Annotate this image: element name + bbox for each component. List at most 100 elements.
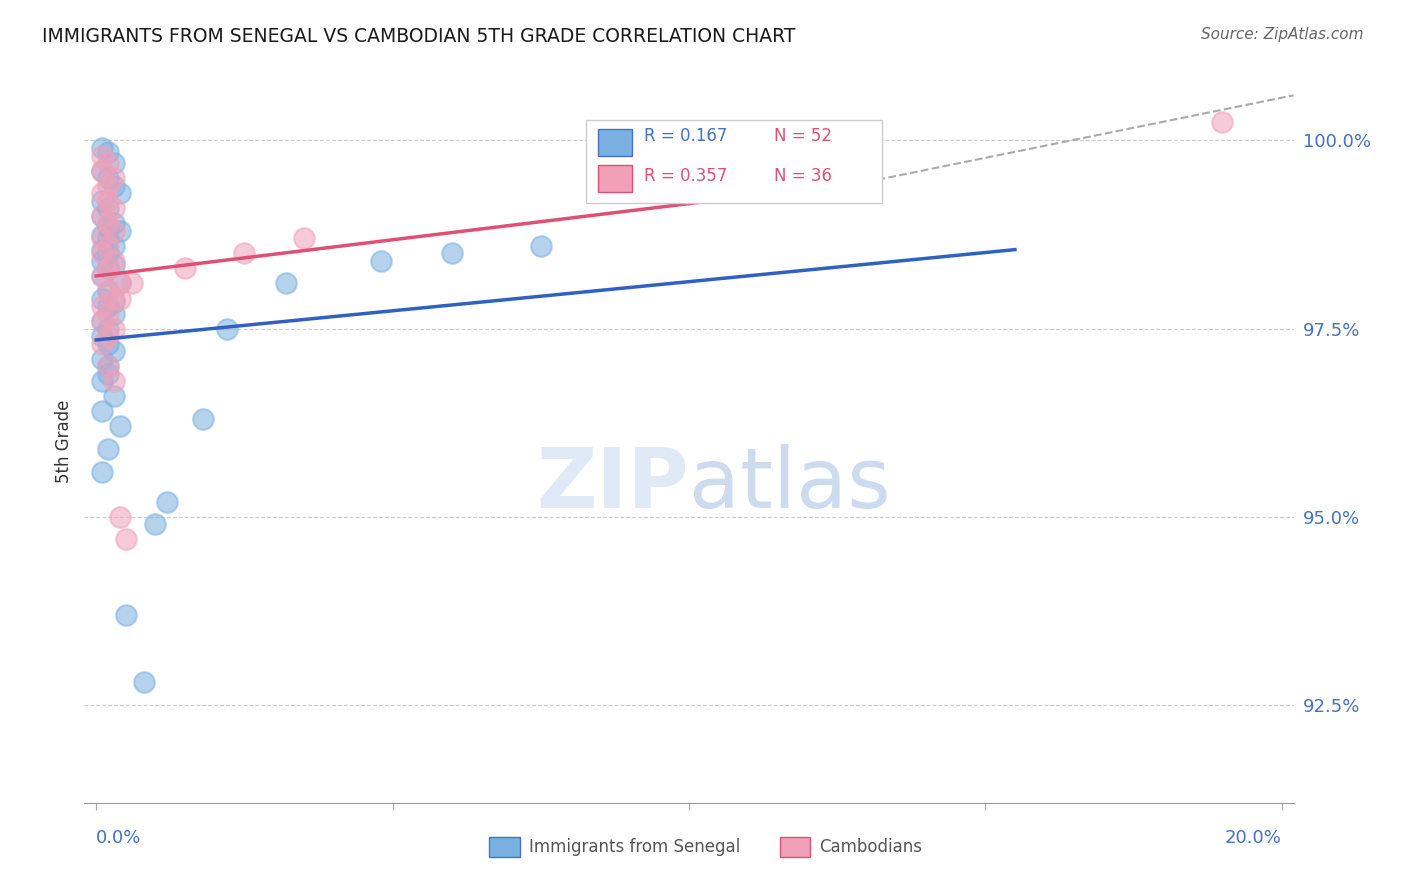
Point bbox=[108, 186, 131, 201]
FancyBboxPatch shape bbox=[599, 165, 633, 193]
Point bbox=[97, 284, 120, 298]
Point bbox=[91, 246, 114, 260]
Point bbox=[108, 419, 131, 434]
Point bbox=[103, 178, 125, 193]
Point bbox=[215, 321, 238, 335]
Point bbox=[174, 261, 197, 276]
Point bbox=[91, 314, 114, 328]
Point bbox=[1211, 114, 1233, 128]
Point bbox=[103, 156, 125, 170]
Point bbox=[91, 209, 114, 223]
Point bbox=[97, 359, 120, 374]
Point bbox=[97, 321, 120, 335]
Point bbox=[292, 231, 315, 245]
Point bbox=[103, 389, 125, 403]
Point bbox=[91, 268, 114, 283]
Point bbox=[103, 224, 125, 238]
Point bbox=[91, 465, 114, 479]
Point bbox=[103, 321, 125, 335]
Point bbox=[108, 277, 131, 291]
Point bbox=[91, 336, 114, 351]
Point bbox=[97, 261, 120, 276]
Point bbox=[103, 216, 125, 230]
Point bbox=[91, 268, 114, 283]
Text: R = 0.167: R = 0.167 bbox=[644, 127, 727, 145]
Text: Source: ZipAtlas.com: Source: ZipAtlas.com bbox=[1201, 27, 1364, 42]
Point bbox=[191, 412, 214, 426]
Point bbox=[97, 216, 120, 230]
Point bbox=[440, 246, 463, 260]
Point bbox=[91, 404, 114, 418]
Point bbox=[108, 509, 131, 524]
Point bbox=[274, 277, 297, 291]
Point bbox=[530, 239, 553, 253]
Point bbox=[103, 171, 125, 186]
Point bbox=[103, 307, 125, 321]
FancyBboxPatch shape bbox=[780, 837, 810, 857]
Point bbox=[91, 163, 114, 178]
Point bbox=[108, 224, 131, 238]
Text: 20.0%: 20.0% bbox=[1225, 830, 1282, 847]
Text: R = 0.357: R = 0.357 bbox=[644, 167, 727, 185]
Point bbox=[103, 292, 125, 306]
Point bbox=[91, 148, 114, 162]
Point bbox=[91, 227, 114, 242]
Point bbox=[91, 186, 114, 201]
Point bbox=[115, 607, 138, 622]
Point bbox=[97, 261, 120, 276]
Text: N = 52: N = 52 bbox=[773, 127, 831, 145]
Point bbox=[91, 141, 114, 155]
Point bbox=[97, 194, 120, 208]
Point bbox=[97, 336, 120, 351]
Point bbox=[97, 201, 120, 215]
Point bbox=[156, 494, 179, 508]
Point bbox=[91, 231, 114, 245]
Point bbox=[97, 239, 120, 253]
Point bbox=[121, 277, 143, 291]
Point bbox=[91, 314, 114, 328]
Point bbox=[233, 246, 256, 260]
Point bbox=[91, 299, 114, 313]
Point bbox=[97, 246, 120, 260]
Point bbox=[97, 329, 120, 343]
Point bbox=[132, 675, 155, 690]
Point bbox=[91, 194, 114, 208]
Text: Cambodians: Cambodians bbox=[820, 838, 922, 855]
Point bbox=[103, 295, 125, 310]
Point bbox=[91, 292, 114, 306]
Point bbox=[103, 239, 125, 253]
Point bbox=[97, 442, 120, 456]
Y-axis label: 5th Grade: 5th Grade bbox=[55, 400, 73, 483]
Point bbox=[370, 253, 392, 268]
Point bbox=[103, 344, 125, 359]
Point bbox=[97, 156, 120, 170]
Point bbox=[91, 209, 114, 223]
Point bbox=[108, 277, 131, 291]
FancyBboxPatch shape bbox=[599, 128, 633, 156]
FancyBboxPatch shape bbox=[489, 837, 520, 857]
Text: N = 36: N = 36 bbox=[773, 167, 831, 185]
Point bbox=[91, 253, 114, 268]
Point bbox=[97, 171, 120, 186]
Text: Immigrants from Senegal: Immigrants from Senegal bbox=[529, 838, 741, 855]
Point bbox=[91, 243, 114, 257]
Text: atlas: atlas bbox=[689, 444, 890, 525]
Point bbox=[91, 351, 114, 366]
Point bbox=[97, 307, 120, 321]
Point bbox=[103, 201, 125, 215]
Point bbox=[145, 517, 167, 532]
Point bbox=[97, 178, 120, 193]
FancyBboxPatch shape bbox=[586, 120, 883, 203]
Text: 0.0%: 0.0% bbox=[96, 830, 142, 847]
Point bbox=[103, 253, 125, 268]
Point bbox=[97, 359, 120, 374]
Point bbox=[91, 163, 114, 178]
Point bbox=[97, 299, 120, 313]
Point bbox=[108, 292, 131, 306]
Point bbox=[97, 145, 120, 159]
Point bbox=[97, 284, 120, 298]
Point bbox=[97, 231, 120, 245]
Point bbox=[103, 374, 125, 388]
Text: IMMIGRANTS FROM SENEGAL VS CAMBODIAN 5TH GRADE CORRELATION CHART: IMMIGRANTS FROM SENEGAL VS CAMBODIAN 5TH… bbox=[42, 27, 796, 45]
Point bbox=[91, 374, 114, 388]
